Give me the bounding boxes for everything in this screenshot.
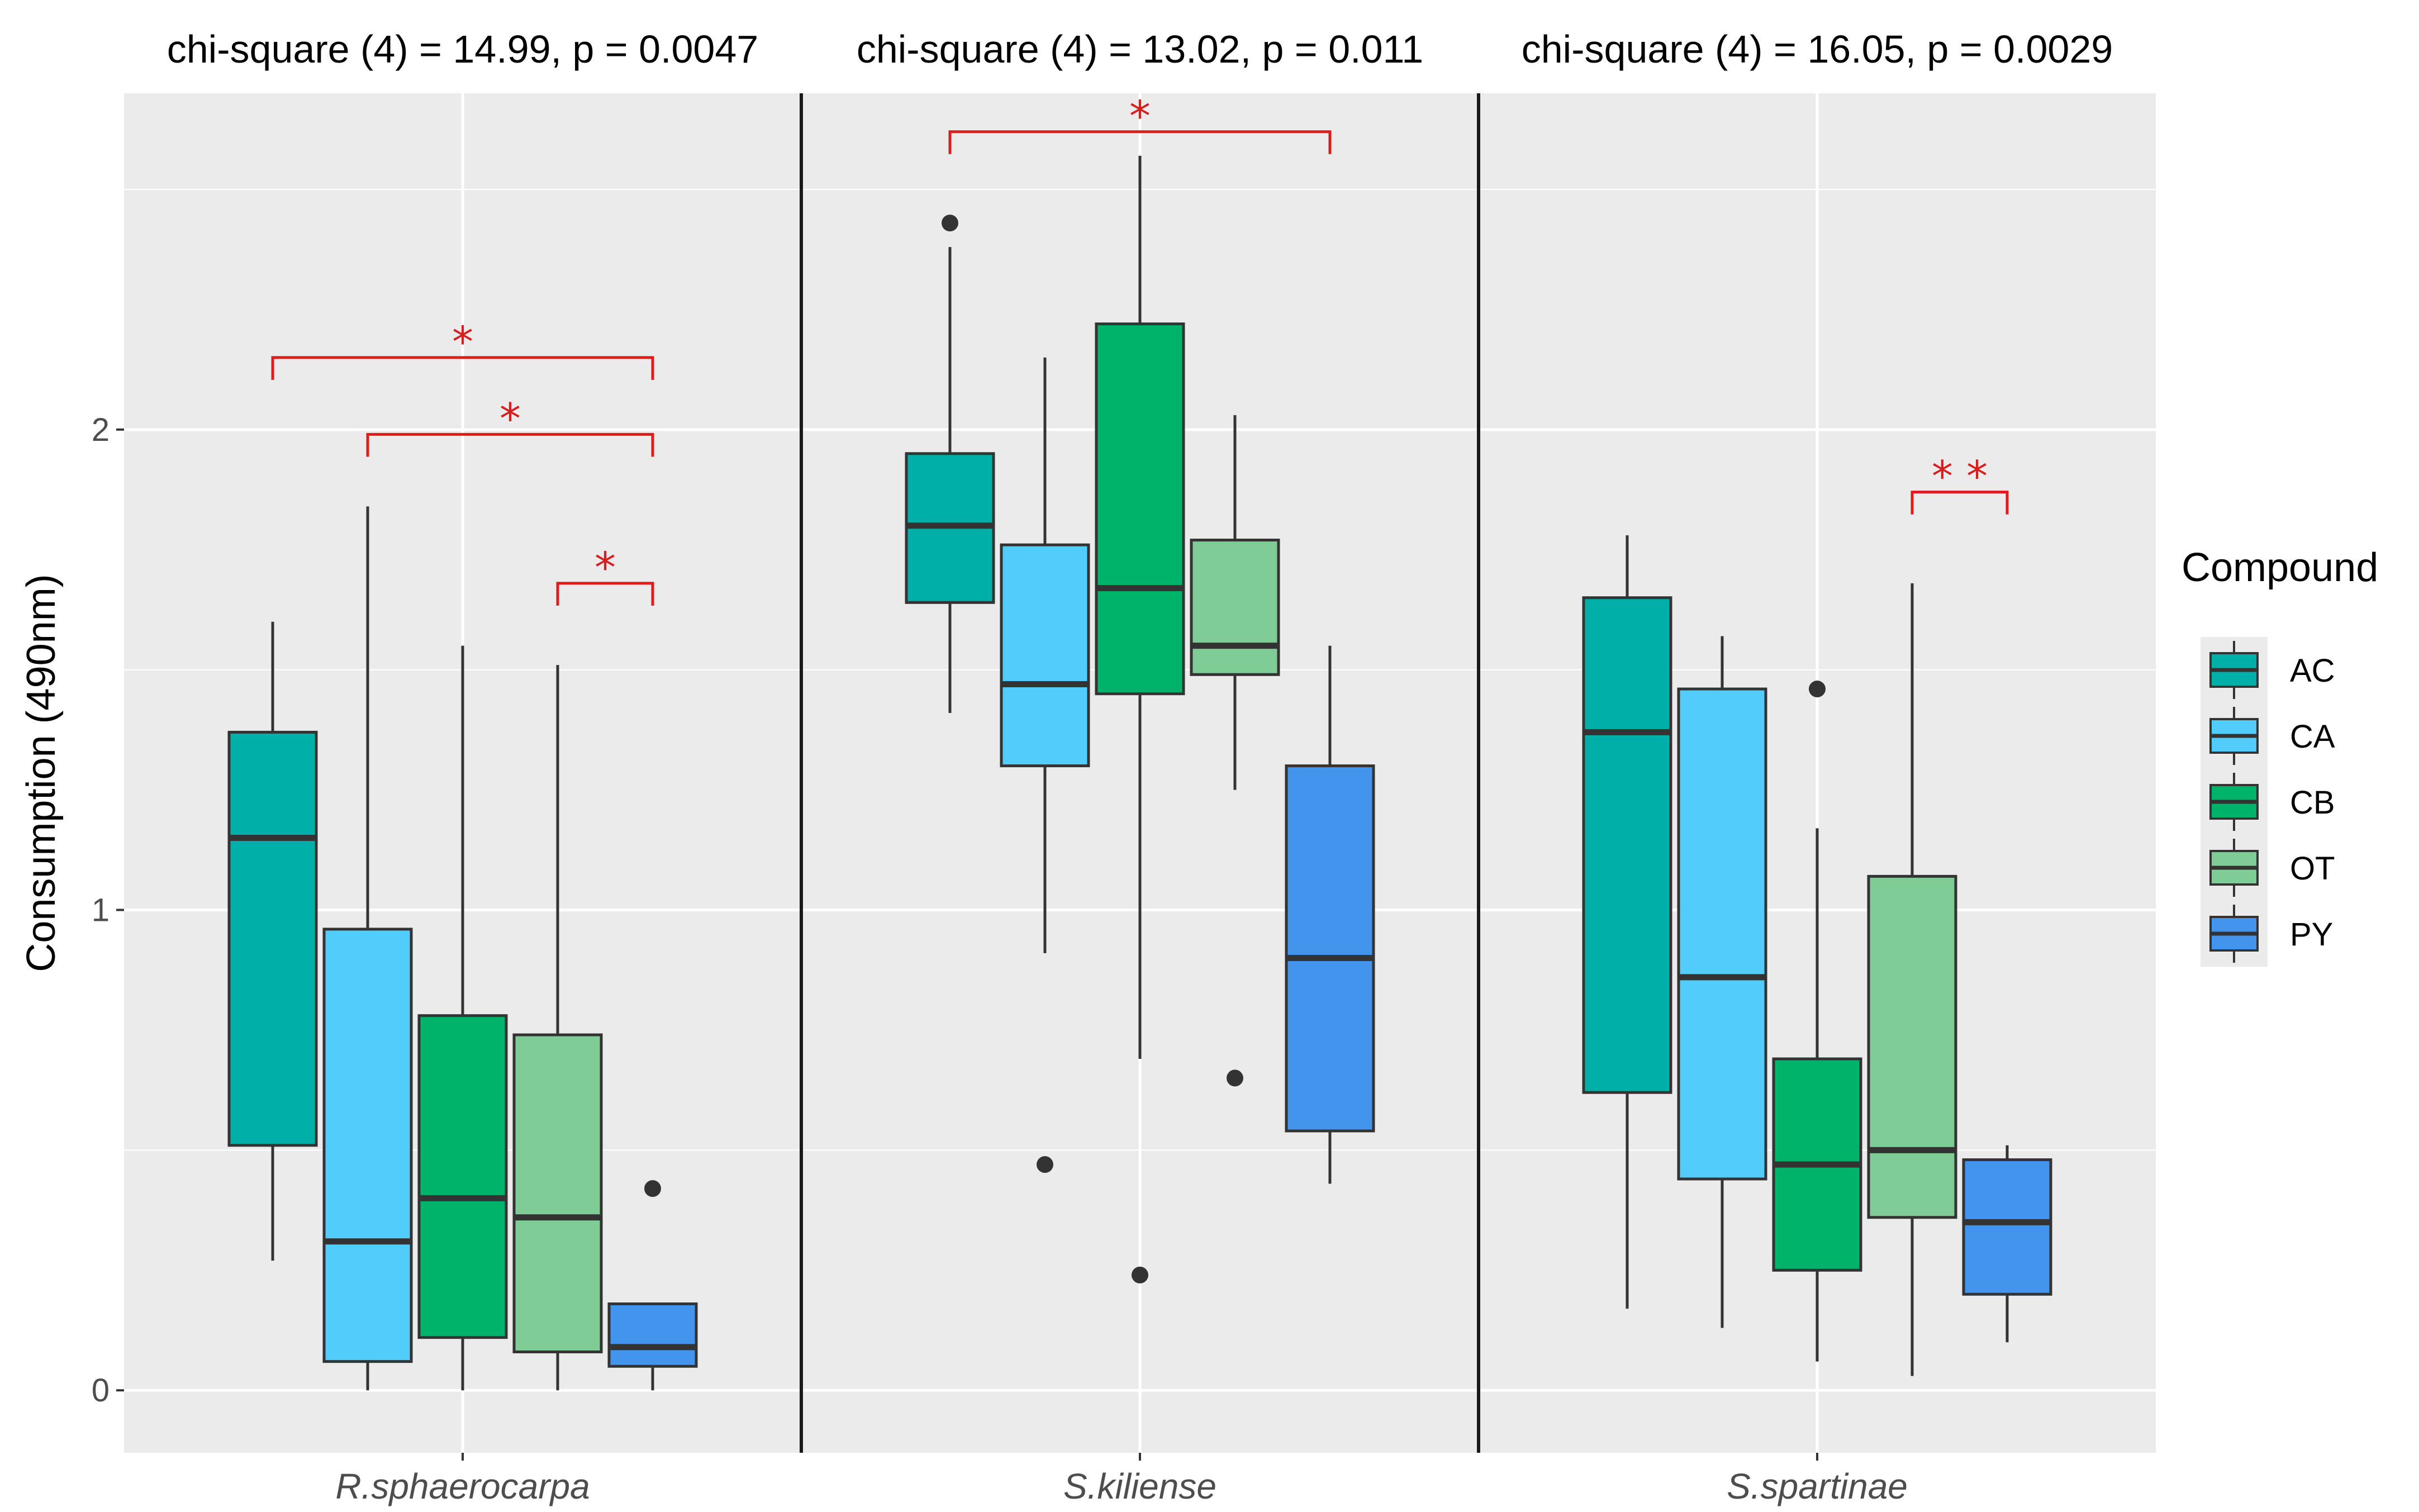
box-body — [512, 1033, 603, 1353]
bracket-line — [1911, 491, 2009, 515]
box-body — [1285, 764, 1375, 1133]
y-tick-label: 1 — [92, 892, 110, 929]
box-s-kiliense-cb — [1095, 155, 1185, 1283]
legend-label: CB — [2290, 784, 2335, 821]
significance-bracket: * * — [1911, 451, 2009, 515]
significance-bracket: * — [366, 393, 654, 457]
box-r-sphaerocarpa-ca — [322, 506, 413, 1391]
panel-separators — [800, 93, 1480, 1453]
significance-label: * * — [1932, 451, 1988, 501]
legend-label: OT — [2290, 850, 2335, 887]
legend-label: PY — [2290, 916, 2333, 953]
significance-label: * — [452, 317, 473, 367]
stat-label-s-kiliense: chi-square (4) = 13.02, p = 0.011 — [857, 27, 1423, 71]
legend: Compound AC CA CB OT PY — [2182, 545, 2378, 967]
box-s-spartinae-ca — [1677, 636, 1767, 1328]
box-s-spartinae-ot — [1867, 583, 1957, 1376]
box-body — [1582, 596, 1672, 1094]
box-r-sphaerocarpa-py — [607, 1180, 698, 1391]
significance-label: * — [1129, 91, 1151, 141]
box-s-spartinae-py — [1962, 1145, 2052, 1343]
legend-item-cb: CB — [2209, 773, 2335, 831]
legend-item-ca: CA — [2209, 707, 2335, 765]
outlier-point — [1037, 1156, 1053, 1173]
boxes — [227, 155, 2052, 1391]
box-body — [1962, 1158, 2052, 1296]
box-r-sphaerocarpa-cb — [417, 645, 508, 1391]
legend-label: AC — [2290, 653, 2335, 689]
category-label-s-kiliense: S.kiliense — [1063, 1466, 1216, 1506]
y-tick-label: 2 — [92, 412, 110, 448]
y-axis-title: Consumption (490nm) — [19, 574, 64, 972]
y-tick-label: 0 — [92, 1372, 110, 1409]
legend-item-ot: OT — [2209, 839, 2335, 897]
legend-item-ac: AC — [2209, 641, 2335, 699]
bracket-line — [948, 130, 1332, 154]
significance-label: * — [500, 393, 521, 443]
box-s-kiliense-py — [1285, 645, 1375, 1184]
box-body — [227, 730, 318, 1147]
box-body — [1677, 687, 1767, 1181]
box-s-kiliense-ot — [1190, 415, 1280, 1087]
box-body — [322, 928, 413, 1363]
box-body — [1000, 543, 1090, 768]
outlier-point — [1132, 1266, 1148, 1283]
legend-item-py: PY — [2209, 905, 2333, 963]
bracket-line — [366, 432, 654, 457]
box-body — [417, 1014, 508, 1339]
box-body — [1867, 874, 1957, 1219]
box-r-sphaerocarpa-ot — [512, 665, 603, 1391]
bracket-line — [556, 582, 654, 606]
significance-bracket: * — [271, 317, 654, 380]
significance-label: * — [595, 543, 616, 592]
box-s-kiliense-ac — [905, 215, 995, 714]
legend-label: CA — [2290, 719, 2335, 755]
box-body — [1190, 539, 1280, 676]
stat-label-s-spartinae: chi-square (4) = 16.05, p = 0.0029 — [1522, 27, 2113, 71]
box-body — [1095, 322, 1185, 696]
box-s-spartinae-cb — [1772, 681, 1862, 1362]
category-label-r-sphaerocarpa: R.sphaerocarpa — [335, 1466, 590, 1506]
category-label-s-spartinae: S.spartinae — [1727, 1466, 1908, 1506]
stat-labels: chi-square (4) = 14.99, p = 0.0047 chi-sq… — [167, 27, 2113, 71]
axes: 0 1 2 R.sphaerocarpa S.kiliense S.spartinae Co… — [19, 412, 1908, 1506]
outlier-point — [1809, 681, 1826, 698]
box-s-spartinae-ac — [1582, 535, 1672, 1309]
stat-label-r-sphaerocarpa: chi-square (4) = 14.99, p = 0.0047 — [167, 27, 758, 71]
significance-brackets: * * * * * * — [271, 91, 2009, 606]
bracket-line — [271, 356, 654, 380]
outlier-point — [942, 215, 958, 232]
box-body — [607, 1302, 698, 1368]
outlier-point — [1227, 1069, 1243, 1087]
legend-title: Compound — [2182, 545, 2378, 590]
box-s-kiliense-ca — [1000, 357, 1090, 1173]
outlier-point — [644, 1180, 661, 1197]
significance-bracket: * — [556, 543, 654, 606]
box-r-sphaerocarpa-ac — [227, 621, 318, 1261]
significance-bracket: * — [948, 91, 1332, 154]
